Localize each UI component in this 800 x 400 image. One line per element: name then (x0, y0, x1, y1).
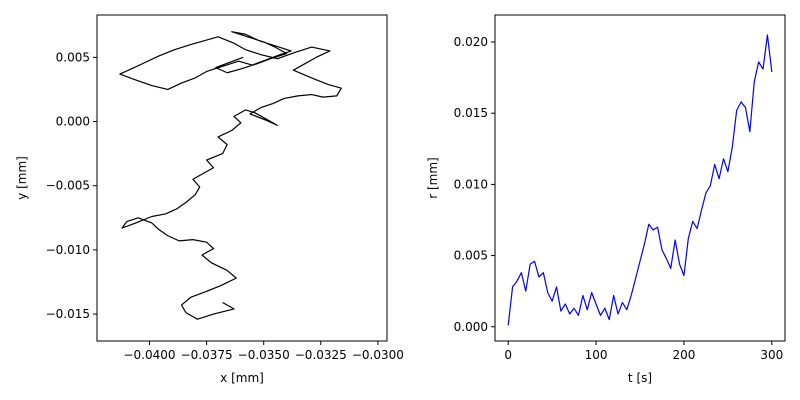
trajectory-plot-frame (96, 14, 388, 342)
radial-distance-series-layer (507, 34, 773, 326)
trajectory-x-tick-label: −0.0300 (352, 348, 404, 362)
radial-distance-y-tick-label: 0.020 (454, 35, 488, 49)
trajectory-x-tick-label: −0.0350 (238, 348, 290, 362)
trajectory-y-tick-label: −0.010 (46, 243, 90, 257)
trajectory-x-axis-label: x [mm] (220, 371, 264, 385)
trajectory-y-tick-label: 0.000 (56, 115, 90, 129)
radial-distance-y-tick-label: 0.005 (454, 249, 488, 263)
trajectory-y-tick-label: −0.015 (46, 307, 90, 321)
trajectory-plot-area (97, 15, 387, 341)
radial-distance-x-tick-label: 100 (585, 348, 608, 362)
radial-distance-y-axis-label: r [mm] (426, 157, 440, 199)
trajectory-x-tick-label: −0.0325 (295, 348, 347, 362)
radial-distance-y-tick-label: 0.000 (454, 320, 488, 334)
radial-distance-plot: 0 100 200 300 0.000 0.005 0.010 0.015 0.020 t [… (426, 14, 786, 385)
radial-distance-plot-area (495, 15, 785, 341)
trajectory-x-ticks: −0.0400 −0.0375 −0.0350 −0.0325 −0.0300 (123, 341, 404, 362)
radial-distance-y-tick-label: 0.010 (454, 177, 488, 191)
radial-distance-y-ticks: 0.000 0.005 0.010 0.015 0.020 (454, 35, 495, 334)
trajectory-series-line-0 (119, 31, 342, 320)
trajectory-y-tick-label: 0.005 (56, 50, 90, 64)
trajectory-y-tick-label: −0.005 (46, 179, 90, 193)
trajectory-y-axis-label: y [mm] (15, 156, 29, 200)
radial-distance-x-axis-label: t [s] (628, 371, 652, 385)
radial-distance-x-tick-label: 300 (760, 348, 783, 362)
trajectory-y-ticks: −0.015 −0.010 −0.005 0.000 0.005 (46, 50, 97, 321)
radial-distance-y-tick-label: 0.015 (454, 106, 488, 120)
radial-distance-x-tick-label: 0 (504, 348, 512, 362)
trajectory-x-tick-label: −0.0375 (181, 348, 233, 362)
radial-distance-series-line-0 (507, 34, 773, 326)
trajectory-x-tick-label: −0.0400 (123, 348, 175, 362)
radial-distance-x-tick-label: 200 (672, 348, 695, 362)
radial-distance-x-ticks: 0 100 200 300 (504, 341, 783, 362)
trajectory-plot: −0.0400 −0.0375 −0.0350 −0.0325 −0.0300 −0.0… (15, 14, 404, 385)
trajectory-series-layer (119, 31, 342, 320)
radial-distance-plot-frame (494, 14, 786, 342)
